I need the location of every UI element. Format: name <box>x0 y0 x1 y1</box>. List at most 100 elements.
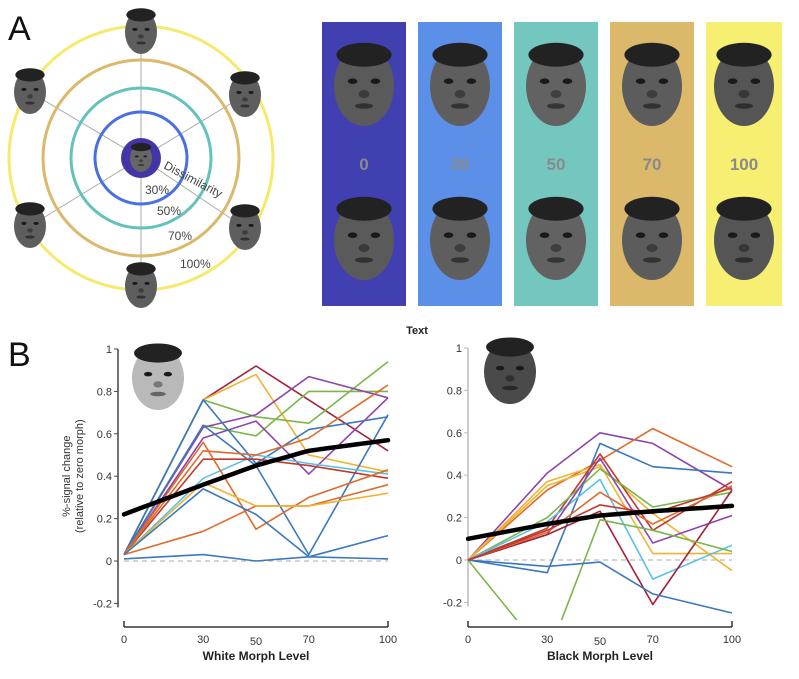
left-eye <box>132 27 138 31</box>
mouth <box>643 257 661 263</box>
face-shape <box>125 10 157 54</box>
hair <box>716 42 772 67</box>
left-eye <box>443 78 454 84</box>
left-eye <box>495 365 505 371</box>
right-eye <box>33 221 39 225</box>
face-shape <box>484 340 536 404</box>
right-eye <box>248 223 254 227</box>
panel-label-b: B <box>8 336 31 374</box>
right-eye <box>466 78 477 84</box>
left-eye <box>539 232 550 238</box>
hair <box>130 142 152 152</box>
center-text: Text <box>406 325 428 337</box>
face-shape <box>125 264 157 308</box>
series-line <box>467 465 733 572</box>
face-photo <box>430 196 490 280</box>
right-eye <box>562 232 573 238</box>
nose <box>242 230 248 235</box>
y-tick-label: 1 <box>456 343 462 355</box>
y-axis-title: %-signal change <box>61 436 73 517</box>
nose <box>27 228 33 233</box>
face-photo <box>526 42 586 126</box>
series-line <box>123 441 389 556</box>
morph-column: 100 <box>706 22 782 306</box>
hair <box>134 343 182 363</box>
mouth <box>735 257 753 263</box>
face-shape <box>130 144 152 172</box>
right-eye <box>658 232 669 238</box>
hair <box>336 42 392 67</box>
right-eye <box>515 365 525 371</box>
hair <box>432 196 488 221</box>
series-line <box>123 399 389 555</box>
series-line <box>123 384 389 556</box>
right-eye <box>143 155 147 158</box>
left-eye <box>347 232 358 238</box>
face-shape <box>622 200 682 280</box>
x-tick-label: 0 <box>465 634 471 646</box>
mouth <box>502 385 518 391</box>
mouth <box>25 235 35 239</box>
series-line <box>467 478 733 580</box>
x-tick-label: 30 <box>197 634 209 646</box>
spoke-line <box>140 94 246 159</box>
x-tick-label: 70 <box>303 634 315 646</box>
left-eye <box>635 232 646 238</box>
face-shape <box>229 206 261 250</box>
series-line <box>467 489 733 606</box>
series-line <box>123 488 389 558</box>
left-eye <box>635 78 646 84</box>
series-line <box>467 427 733 561</box>
y-axis-subtitle: (relative to zero morph) <box>74 419 86 533</box>
left-eye <box>21 87 27 91</box>
nose <box>738 244 750 252</box>
face-photo <box>130 142 152 172</box>
y-tick-label: 0.4 <box>447 470 462 482</box>
y-tick-label: 1 <box>106 344 112 356</box>
ring-label: 70% <box>168 229 192 243</box>
face-photo <box>714 42 774 126</box>
hair <box>15 202 45 216</box>
left-eye <box>727 78 738 84</box>
face-photo <box>132 343 184 410</box>
right-eye <box>33 87 39 91</box>
mouth <box>355 103 373 109</box>
face-photo <box>14 68 46 114</box>
face-photo <box>430 42 490 126</box>
left-eye <box>443 232 454 238</box>
right-eye <box>370 232 381 238</box>
series-line <box>123 390 388 556</box>
morph-column: 30 <box>418 22 502 306</box>
face-shape <box>14 204 46 248</box>
mouth <box>136 295 146 299</box>
x-tick-label: 0 <box>121 634 127 646</box>
face-shape <box>526 200 586 280</box>
face-shape <box>714 200 774 280</box>
left-eye <box>135 155 139 158</box>
nose <box>454 244 466 252</box>
morph-level-label: 100 <box>730 155 758 174</box>
series-line <box>467 518 733 620</box>
face-shape <box>334 46 394 126</box>
face-photo <box>622 196 682 280</box>
series-line <box>467 453 733 561</box>
left-eye <box>21 221 27 225</box>
series-line <box>467 487 733 561</box>
left-eye <box>347 78 358 84</box>
series-line <box>123 458 389 556</box>
series-line <box>467 463 732 561</box>
face-shape <box>714 46 774 126</box>
face-photo <box>334 42 394 126</box>
morph-level-label: 30 <box>451 155 470 174</box>
nose <box>646 90 658 98</box>
series-group <box>121 361 391 562</box>
hair <box>432 42 488 67</box>
morph-column: 70 <box>610 22 694 306</box>
right-eye <box>466 232 477 238</box>
spoke-line <box>29 91 142 159</box>
nose <box>646 244 658 252</box>
nose <box>153 381 163 388</box>
y-tick-label: 0.6 <box>97 429 112 441</box>
